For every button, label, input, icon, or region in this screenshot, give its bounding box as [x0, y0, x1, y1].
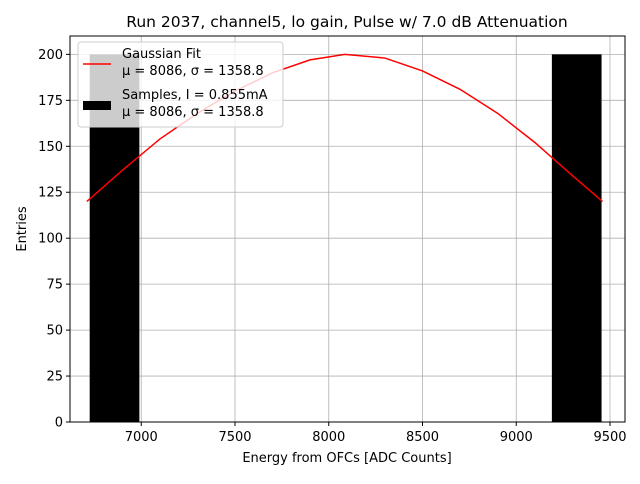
- y-tick-label: 75: [46, 278, 63, 293]
- x-axis-label: Energy from OFCs [ADC Counts]: [242, 451, 451, 466]
- legend-fit-stats: μ = 8086, σ = 1358.8: [122, 64, 264, 79]
- y-tick-label: 200: [38, 48, 63, 63]
- y-tick-label: 125: [38, 186, 63, 201]
- x-tick-label: 8500: [406, 430, 439, 445]
- histogram-bar: [551, 54, 602, 422]
- chart-title: Run 2037, channel5, lo gain, Pulse w/ 7.…: [126, 13, 567, 31]
- legend-fit-name: Gaussian Fit: [122, 47, 201, 62]
- y-axis-ticks: 0 25 50 75 100 125 150 175 200: [38, 48, 70, 431]
- x-tick-label: 9500: [593, 430, 626, 445]
- y-tick-label: 150: [38, 140, 63, 155]
- y-tick-label: 0: [55, 416, 63, 431]
- y-tick-label: 100: [38, 232, 63, 247]
- legend-samples-stats: μ = 8086, σ = 1358.8: [122, 105, 264, 120]
- legend-samples-name: Samples, I = 0.855mA: [122, 88, 268, 103]
- x-tick-label: 9000: [500, 430, 533, 445]
- plot-frame: [69, 35, 626, 423]
- gaussian-fit-layer: [86, 53, 603, 202]
- x-tick-label: 7500: [218, 430, 251, 445]
- legend: Gaussian Fit μ = 8086, σ = 1358.8 Sample…: [77, 41, 284, 128]
- gaussian-fit-line: [86, 53, 603, 202]
- x-tick-label: 7000: [125, 430, 158, 445]
- x-tick-label: 8000: [312, 430, 345, 445]
- y-tick-label: 50: [46, 324, 63, 339]
- grid-lines: [70, 36, 625, 423]
- legend-samples-swatch: [83, 101, 111, 110]
- y-axis-label: Entries: [15, 206, 30, 252]
- y-tick-label: 25: [46, 370, 63, 385]
- x-axis-ticks: 7000 7500 8000 8500 9000 9500: [125, 422, 627, 445]
- legend-box: [77, 41, 284, 128]
- y-tick-label: 175: [38, 94, 63, 109]
